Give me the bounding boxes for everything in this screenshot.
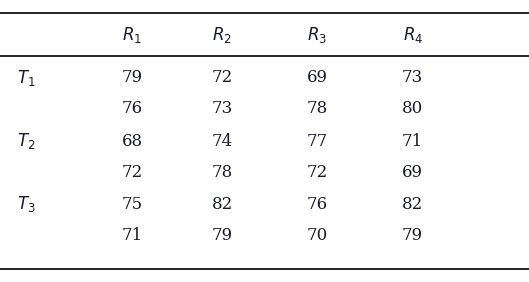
Text: 77: 77 xyxy=(307,133,328,149)
Text: 80: 80 xyxy=(402,100,423,117)
Text: 72: 72 xyxy=(122,164,143,180)
Text: $T_1$: $T_1$ xyxy=(17,68,36,87)
Text: 74: 74 xyxy=(212,133,233,149)
Text: 82: 82 xyxy=(402,196,423,213)
Text: 75: 75 xyxy=(122,196,143,213)
Text: $R_3$: $R_3$ xyxy=(307,25,327,45)
Text: 72: 72 xyxy=(212,69,233,86)
Text: 73: 73 xyxy=(212,100,233,117)
Text: $T_3$: $T_3$ xyxy=(17,195,36,214)
Text: 76: 76 xyxy=(307,196,328,213)
Text: $T_2$: $T_2$ xyxy=(17,131,35,151)
Text: 78: 78 xyxy=(307,100,328,117)
Text: 79: 79 xyxy=(212,227,233,244)
Text: $R_4$: $R_4$ xyxy=(403,25,423,45)
Text: 71: 71 xyxy=(402,133,423,149)
Text: 69: 69 xyxy=(307,69,328,86)
Text: 69: 69 xyxy=(402,164,423,180)
Text: $R_2$: $R_2$ xyxy=(212,25,232,45)
Text: $R_1$: $R_1$ xyxy=(122,25,142,45)
Text: 72: 72 xyxy=(307,164,328,180)
Text: 73: 73 xyxy=(402,69,423,86)
Text: 82: 82 xyxy=(212,196,233,213)
Text: 68: 68 xyxy=(122,133,143,149)
Text: 79: 79 xyxy=(122,69,143,86)
Text: 70: 70 xyxy=(307,227,328,244)
Text: 79: 79 xyxy=(402,227,423,244)
Text: 78: 78 xyxy=(212,164,233,180)
Text: 71: 71 xyxy=(122,227,143,244)
Text: 76: 76 xyxy=(122,100,143,117)
